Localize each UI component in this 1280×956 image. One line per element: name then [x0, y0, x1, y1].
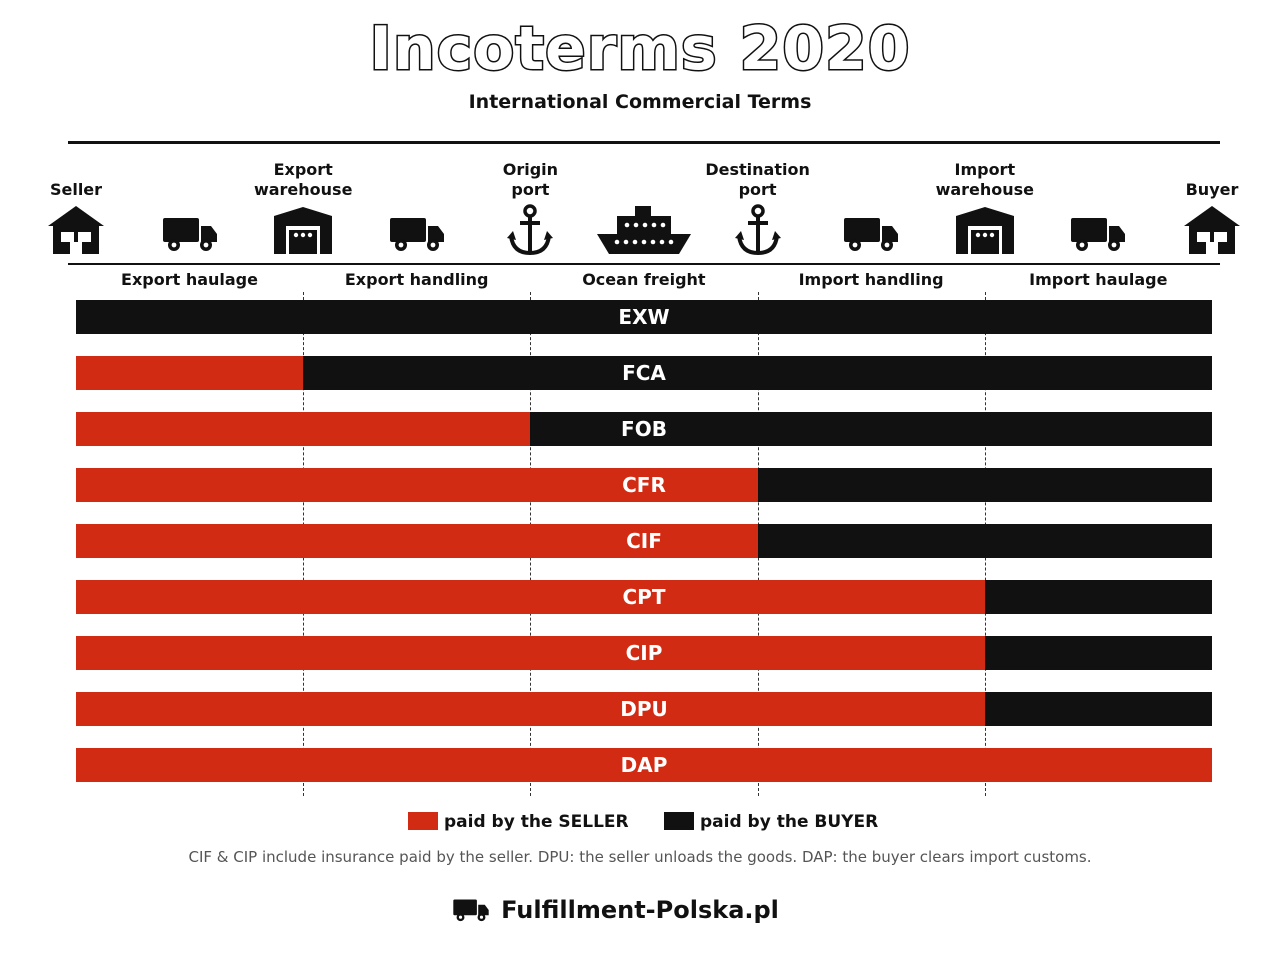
station-buyer-label: Buyer [1132, 160, 1280, 200]
seller-portion [76, 580, 985, 614]
term-bar-exw: EXW [76, 300, 1212, 334]
middle-rule [68, 263, 1220, 265]
term-bar-fca: FCA [76, 356, 1212, 390]
term-bar-cfr: CFR [76, 468, 1212, 502]
station-label-line2: Seller [49, 180, 103, 199]
station-origin-port-label: Origin port [450, 160, 610, 200]
seller-portion [76, 412, 530, 446]
truck-icon [1069, 216, 1127, 256]
term-bar-cip: CIP [76, 636, 1212, 670]
segment-label: Import haulage [1029, 270, 1168, 289]
legend-seller-swatch [408, 812, 438, 830]
page-title: Incoterms 2020 [368, 13, 911, 86]
term-code: DAP [620, 753, 668, 777]
term-code: CFR [622, 473, 666, 497]
station-label-line2: Buyer [1185, 180, 1239, 199]
seller-portion [76, 692, 985, 726]
truck-icon [452, 898, 490, 926]
warehouse-icon [954, 206, 1016, 260]
segment-label: Ocean freight [582, 270, 706, 289]
buyer-portion [985, 692, 1212, 726]
seller-portion [76, 524, 758, 558]
page-subtitle: International Commercial Terms [468, 91, 812, 113]
truck-icon [388, 216, 446, 256]
anchor-icon [734, 204, 781, 260]
station-label-line2: port [738, 180, 777, 199]
warehouse-icon [272, 206, 334, 260]
station-export-warehouse-label: Export warehouse [223, 160, 383, 200]
term-code: EXW [618, 305, 670, 329]
term-bar-cif: CIF [76, 524, 1212, 558]
buyer-portion [758, 524, 1212, 558]
brand-name: Fulfillment-Polska.pl [501, 896, 779, 924]
buyer-portion [303, 356, 1212, 390]
seller-portion [76, 356, 303, 390]
legend-buyer-swatch [664, 812, 694, 830]
station-destination-port-label: Destination port [678, 160, 838, 200]
truck-icon [161, 216, 219, 256]
buyer-portion [985, 580, 1212, 614]
segment-label: Export haulage [121, 270, 258, 289]
truck-icon [842, 216, 900, 256]
term-bar-fob: FOB [76, 412, 1212, 446]
station-label-line1: Import [954, 160, 1016, 179]
term-code: FOB [621, 417, 667, 441]
term-bar-cpt: CPT [76, 580, 1212, 614]
top-rule [68, 141, 1220, 144]
house-icon [46, 204, 106, 260]
segment-label: Import handling [798, 270, 944, 289]
legend-buyer-label: paid by the BUYER [700, 812, 879, 832]
buyer-portion [76, 300, 1212, 334]
term-code: CPT [622, 585, 666, 609]
buyer-portion [758, 468, 1212, 502]
buyer-portion [530, 412, 1212, 446]
term-bar-dap: DAP [76, 748, 1212, 782]
footnote: CIF & CIP include insurance paid by the … [188, 848, 1092, 866]
segment-label: Export handling [344, 270, 489, 289]
legend-seller-label: paid by the SELLER [444, 812, 629, 832]
term-bar-dpu: DPU [76, 692, 1212, 726]
station-label-line1 [1132, 160, 1280, 180]
term-code: CIP [625, 641, 663, 665]
station-label-line1: Origin [502, 160, 559, 179]
house-icon [1182, 204, 1242, 260]
seller-portion [76, 468, 758, 502]
seller-portion [76, 636, 985, 670]
legend-seller: paid by the SELLER [408, 812, 629, 832]
anchor-icon [507, 204, 554, 260]
legend-buyer: paid by the BUYER [664, 812, 878, 832]
seller-portion [76, 748, 1212, 782]
station-seller-label: Seller [0, 160, 156, 200]
station-label-line2: warehouse [935, 180, 1035, 199]
station-label-line2: warehouse [253, 180, 353, 199]
ship-icon [597, 206, 691, 260]
station-label-line1 [0, 160, 156, 180]
term-code: CIF [626, 529, 662, 553]
buyer-portion [985, 636, 1212, 670]
station-label-line1: Destination [705, 160, 810, 179]
station-label-line1: Export [273, 160, 333, 179]
term-code: FCA [622, 361, 666, 385]
term-code: DPU [620, 697, 668, 721]
station-import-warehouse-label: Import warehouse [905, 160, 1065, 200]
station-label-line2: port [511, 180, 550, 199]
